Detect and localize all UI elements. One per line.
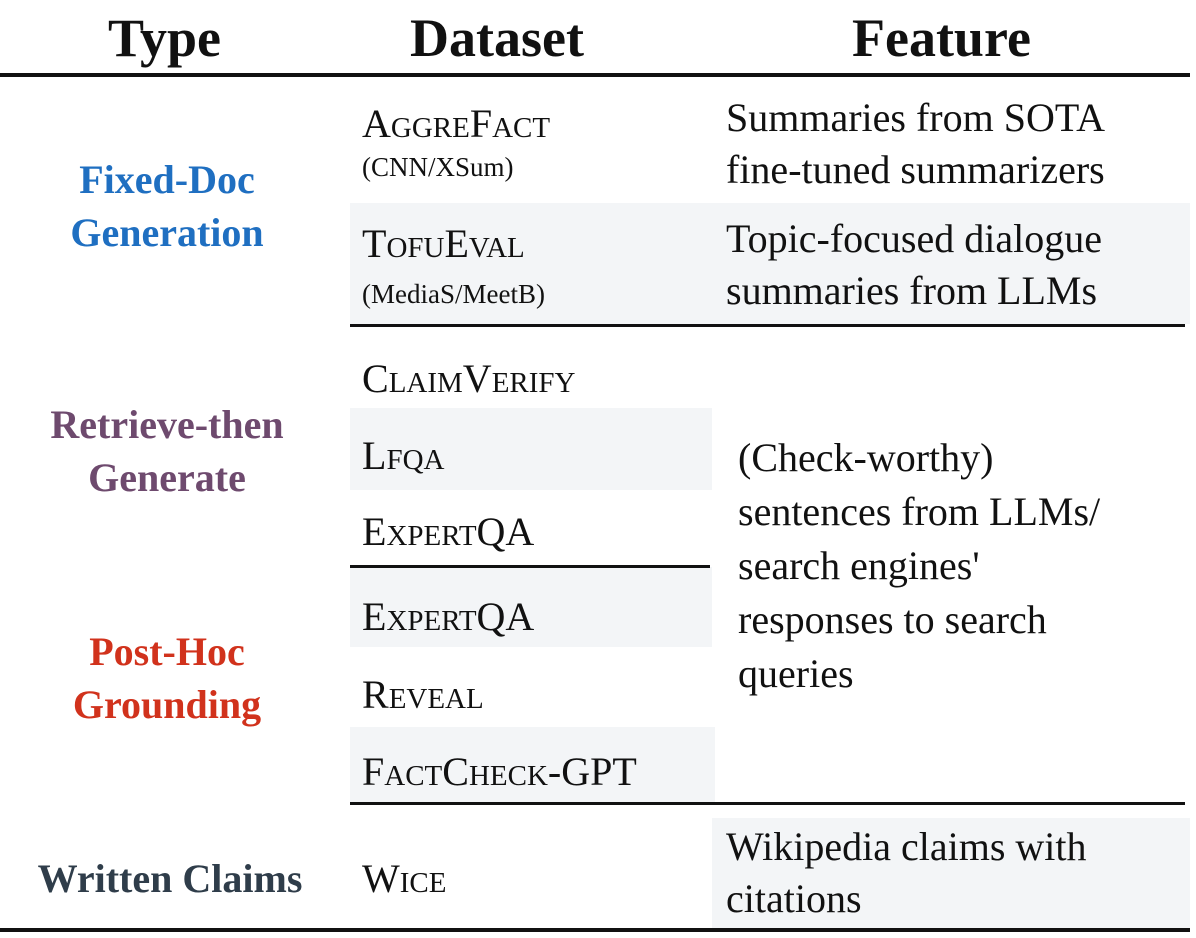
type-label: Grounding [72,682,262,727]
dataset-name-part: XPERT [386,520,477,552]
dataset-name-part: C [362,356,389,401]
header-type: Type [108,8,222,68]
dataset-name-part: VAL [468,232,525,264]
feature-shared: (Check-worthy) sentences from LLMs/ sear… [738,431,1100,701]
dataset-expertqa: EXPERTQA [362,510,534,558]
dataset-name-part: -GPT [547,749,637,794]
dataset-name-part: ACT [492,112,551,144]
dataset-wice: WICE [362,857,446,905]
dataset-aggrefact-subsets: (CNN/XSum) [362,152,514,182]
shade-tofueval-feature [712,203,1190,324]
dataset-name-part: V [462,356,492,401]
dataset-name-part: LAIM [388,367,463,399]
dataset-name-part: XPERT [386,605,477,637]
dataset-name-part: ICE [399,867,447,899]
feature-line: responses to search [738,597,1047,642]
group-rule-2 [350,565,710,568]
shade-factcheck [350,727,715,803]
dataset-name-part: R [362,672,389,717]
feature-line: summaries from LLMs [726,268,1098,313]
group-rule-1 [350,324,1185,327]
dataset-name-part: E [362,594,387,639]
feature-line: sentences from LLMs/ [738,489,1101,534]
group-rule-3 [350,802,1185,805]
feature-tofueval: Topic-focused dialogue summaries from LL… [726,213,1102,317]
type-label: Fixed-Doc [79,157,255,202]
dataset-name-part: GGRE [390,112,470,144]
dataset-aggrefact: AGGREFACT [362,102,550,150]
header-feature: Feature [852,8,1031,68]
feature-aggrefact: Summaries from SOTA fine-tuned summarize… [726,92,1105,196]
dataset-name-part: A [362,101,391,146]
feature-line: Summaries from SOTA [726,95,1105,140]
feature-line: (Check-worthy) [738,435,994,480]
dataset-name-part: QA [476,594,535,639]
feature-line: fine-tuned summarizers [726,147,1105,192]
dataset-name-part: ERIFY [491,367,576,399]
feature-line: citations [726,876,862,921]
type-label: Post-Hoc [89,629,245,674]
feature-line: search engines' [738,543,980,588]
type-post-hoc-grounding: Post-Hoc Grounding [2,625,332,731]
dataset-expertqa: EXPERTQA [362,595,534,643]
type-label: Generation [70,210,264,255]
feature-line: queries [738,651,854,696]
type-written-claims: Written Claims [0,852,340,905]
dataset-name-part: F [362,749,385,794]
dataset-tofueval: TOFUEVAL [362,222,525,270]
shade-expertqa-2 [350,567,712,647]
shade-wice-feature [712,818,1190,928]
bottom-rule [0,928,1190,932]
header-rule [0,73,1190,77]
dataset-factcheck-gpt: FACTCHECK-GPT [362,750,637,798]
dataset-name-part: E [444,221,469,266]
dataset-claimverify: CLAIMVERIFY [362,357,575,405]
feature-wice: Wikipedia claims with citations [726,821,1087,925]
dataset-name-part: T [362,221,387,266]
type-label: Generate [88,455,246,500]
dataset-name-part: ACT [384,760,443,792]
type-label: Retrieve-then [50,402,284,447]
feature-line: Topic-focused dialogue [726,216,1102,261]
dataset-name-part: F [469,101,493,146]
feature-line: Wikipedia claims with [726,824,1087,869]
dataset-name-part: E [362,509,387,554]
dataset-name-part: HECK [468,760,548,792]
type-retrieve-then-generate: Retrieve-then Generate [2,398,332,504]
dataset-name-part: OFU [386,232,445,264]
dataset-reveal: REVEAL [362,673,484,721]
dataset-tofueval-subsets: (MediaS/MeetB) [362,279,545,309]
dataset-name-part: L [362,433,387,478]
shade-lfqa [350,408,712,490]
dataset-name-part: QA [476,509,535,554]
dataset-name-part: W [362,856,400,901]
shade-tofueval-dataset [350,203,712,324]
type-label: Written Claims [37,856,303,901]
dataset-name-part: FQA [386,444,445,476]
type-fixed-doc-generation: Fixed-Doc Generation [2,153,332,259]
header-dataset: Dataset [410,8,584,68]
dataset-name-part: C [442,749,469,794]
dataset-lfqa: LFQA [362,434,444,482]
dataset-name-part: EVEAL [388,683,484,715]
